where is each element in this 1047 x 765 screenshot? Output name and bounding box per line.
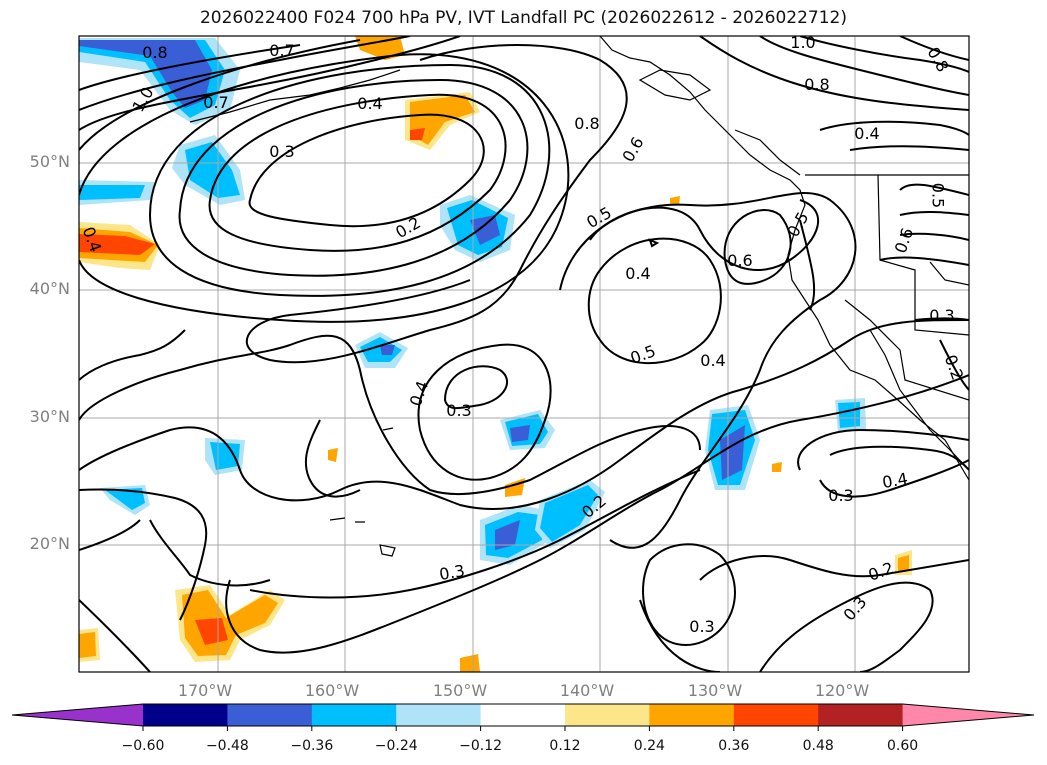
contour-label: 0.3 [828,486,854,505]
contour-label: 0.4 [625,264,651,283]
colorbar-tick-label: 0.48 [802,738,834,754]
contour-label: 0.3 [689,617,715,636]
lon-label-160w: 160°W [304,681,360,700]
contour-label: 0.8 [142,43,168,62]
colorbar-extend-low [12,704,143,726]
colorbar-extend-high [902,704,1034,726]
pv-fill-layer [79,36,912,672]
colorbar-cell [311,704,397,726]
colorbar-cell [565,704,650,726]
contour-label: 0.3 [269,142,295,161]
colorbar-tick-label: −0.48 [205,738,249,754]
colorbar-tick-label: −0.60 [121,738,165,754]
colorbar-cell [818,704,904,726]
lon-label-120w: 120°W [814,681,870,700]
contour-label: 1.0 [790,33,816,52]
contour-label: 0.3 [446,401,472,420]
colorbar-cell [733,704,819,726]
colorbar-cell [143,704,228,726]
colorbar-tick-label: −0.24 [374,738,418,754]
colorbar-tick-label: −0.36 [290,738,334,754]
colorbar-cell [480,704,566,726]
contour-label: 0.7 [269,41,295,60]
contour-label: 0.4 [357,94,383,113]
contour-label: 0.8 [574,114,600,133]
pc-contours [79,36,969,672]
colorbar-tick-label: 0.60 [887,738,919,754]
coastlines [189,36,969,557]
lat-label-20n: 20°N [29,534,70,553]
map-title: 2026022400 F024 700 hPa PV, IVT Landfall… [199,8,847,28]
colorbar-tick-label: 0.36 [718,738,750,754]
lon-label-170w: 170°W [177,681,233,700]
lon-label-150w: 150°W [432,681,488,700]
colorbar-tick-label: 0.24 [633,738,665,754]
contour-label: 0.7 [203,93,229,112]
lon-label-140w: 140°W [559,681,615,700]
colorbar-tick-label: −0.12 [459,738,503,754]
lat-label-40n: 40°N [29,279,70,298]
colorbar-cell [396,704,482,726]
colorbar-cell [227,704,313,726]
contour-label: 0.8 [804,75,830,94]
colorbar-cell [649,704,735,726]
contour-label: 0.6 [727,251,753,270]
contour-label: 0.4 [700,351,726,370]
lat-label-50n: 50°N [29,152,70,171]
lon-label-130w: 130°W [687,681,743,700]
colorbar-tick-label: 0.12 [549,738,581,754]
lat-label-30n: 30°N [29,407,70,426]
contour-label: 0.3 [929,306,955,325]
contour-label: 0.4 [854,124,880,143]
map-frame [78,35,970,673]
